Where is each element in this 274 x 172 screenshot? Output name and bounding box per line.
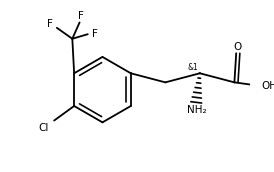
Text: F: F — [47, 19, 53, 29]
Text: F: F — [78, 11, 84, 21]
Text: &1: &1 — [187, 63, 198, 72]
Text: O: O — [233, 42, 241, 52]
Text: OH: OH — [261, 81, 274, 91]
Text: Cl: Cl — [38, 123, 48, 133]
Text: NH₂: NH₂ — [187, 105, 207, 115]
Text: F: F — [92, 29, 98, 39]
